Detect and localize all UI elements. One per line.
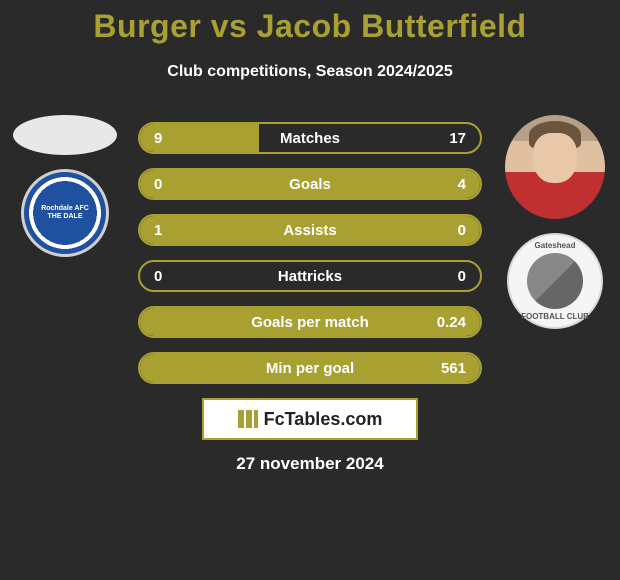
stat-row: 9Matches17 bbox=[138, 122, 482, 154]
stat-row: 0Goals4 bbox=[138, 168, 482, 200]
stat-label: Min per goal bbox=[140, 360, 480, 377]
brand-logo-icon bbox=[238, 410, 258, 428]
stat-right-value: 4 bbox=[458, 176, 466, 193]
subtitle: Club competitions, Season 2024/2025 bbox=[0, 63, 620, 81]
right-club-badge: Gateshead FOOTBALL CLUB bbox=[507, 233, 603, 329]
stat-right-value: 561 bbox=[441, 360, 466, 377]
left-player-column: Rochdale AFC THE DALE bbox=[10, 115, 120, 257]
stat-label: Hattricks bbox=[140, 268, 480, 285]
date-label: 27 november 2024 bbox=[0, 454, 620, 474]
stat-row: Goals per match0.24 bbox=[138, 306, 482, 338]
stat-right-value: 17 bbox=[449, 130, 466, 147]
stat-label: Goals per match bbox=[140, 314, 480, 331]
left-club-badge-text: Rochdale AFC THE DALE bbox=[41, 205, 89, 220]
stat-right-value: 0.24 bbox=[437, 314, 466, 331]
brand-text: FcTables.com bbox=[264, 409, 383, 430]
stat-label: Goals bbox=[140, 176, 480, 193]
left-club-badge: Rochdale AFC THE DALE bbox=[21, 169, 109, 257]
stat-label: Assists bbox=[140, 222, 480, 239]
page-title: Burger vs Jacob Butterfield bbox=[0, 0, 620, 45]
stat-row: Min per goal561 bbox=[138, 352, 482, 384]
left-player-photo-placeholder bbox=[13, 115, 117, 155]
stat-label: Matches bbox=[140, 130, 480, 147]
stat-row: 0Hattricks0 bbox=[138, 260, 482, 292]
stat-row: 1Assists0 bbox=[138, 214, 482, 246]
stat-right-value: 0 bbox=[458, 222, 466, 239]
right-club-sub: FOOTBALL CLUB bbox=[521, 312, 589, 321]
brand-box[interactable]: FcTables.com bbox=[202, 398, 418, 440]
stats-table: 9Matches170Goals41Assists00Hattricks0Goa… bbox=[138, 122, 482, 384]
right-player-column: Gateshead FOOTBALL CLUB bbox=[500, 115, 610, 329]
comparison-card: Burger vs Jacob Butterfield Club competi… bbox=[0, 0, 620, 580]
stat-right-value: 0 bbox=[458, 268, 466, 285]
right-player-photo bbox=[505, 115, 605, 219]
right-club-name: Gateshead bbox=[535, 241, 576, 250]
